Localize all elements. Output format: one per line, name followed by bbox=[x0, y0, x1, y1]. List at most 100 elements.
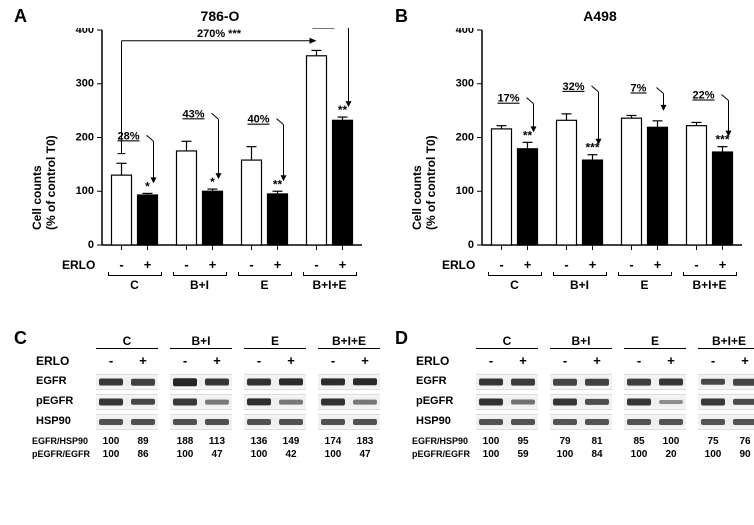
blot-band bbox=[279, 419, 303, 425]
blot-band-bg bbox=[476, 414, 538, 430]
blot-row-label: HSP90 bbox=[416, 415, 451, 427]
chart-b: 0100200300400********17%32%7%22% bbox=[440, 28, 750, 253]
erlo-minus: - bbox=[625, 257, 639, 272]
quant-row-label: EGFR/HSP90 bbox=[412, 436, 468, 446]
blot-band bbox=[247, 378, 271, 385]
quant-value: 100 bbox=[170, 449, 200, 460]
blot-band bbox=[627, 399, 651, 406]
quant-value: 47 bbox=[350, 449, 380, 460]
svg-text:32%: 32% bbox=[562, 81, 584, 93]
svg-text:300: 300 bbox=[456, 78, 474, 90]
erlo-plus: + bbox=[210, 353, 224, 368]
blot-band bbox=[99, 379, 123, 386]
blot-band-bg bbox=[550, 394, 612, 410]
blot-band-bg bbox=[550, 374, 612, 390]
group-label: C bbox=[108, 278, 161, 292]
blot-band bbox=[659, 419, 683, 425]
blot-band-bg bbox=[318, 414, 380, 430]
quant-value: 183 bbox=[350, 436, 380, 447]
svg-text:7%: 7% bbox=[631, 82, 647, 94]
blot-band bbox=[511, 379, 535, 386]
blot-band bbox=[701, 419, 725, 425]
erlo-plus: + bbox=[206, 257, 220, 272]
erlo-plus: + bbox=[586, 257, 600, 272]
panel-label-d: D bbox=[395, 328, 408, 349]
blot-band bbox=[585, 379, 609, 386]
erlo-plus: + bbox=[651, 257, 665, 272]
quant-value: 75 bbox=[698, 436, 728, 447]
blot-band bbox=[479, 379, 503, 386]
quant-value: 90 bbox=[730, 449, 754, 460]
erlo-minus: - bbox=[558, 353, 572, 368]
svg-text:100: 100 bbox=[76, 185, 94, 197]
chart-a: 0100200300400******28%43%40%34%270% *** bbox=[60, 28, 370, 253]
erlo-plus: + bbox=[738, 353, 752, 368]
erlo-plus: + bbox=[590, 353, 604, 368]
panel-label-b: B bbox=[395, 6, 408, 27]
blot-band-bg bbox=[244, 414, 306, 430]
quant-value: 76 bbox=[730, 436, 754, 447]
blot-band bbox=[553, 399, 577, 406]
blot-erlo-label: ERLO bbox=[36, 354, 69, 368]
svg-text:400: 400 bbox=[76, 28, 94, 36]
svg-text:**: ** bbox=[523, 128, 533, 142]
erlo-plus: + bbox=[358, 353, 372, 368]
blot-band-bg bbox=[624, 394, 686, 410]
blot-group-header: E bbox=[624, 334, 686, 348]
blot-band bbox=[585, 419, 609, 425]
group-underline bbox=[238, 275, 291, 276]
erlo-minus: - bbox=[706, 353, 720, 368]
erlo-minus: - bbox=[178, 353, 192, 368]
group-label: C bbox=[488, 278, 541, 292]
quant-value: 42 bbox=[276, 449, 306, 460]
blot-band bbox=[511, 400, 535, 405]
erlo-minus: - bbox=[560, 257, 574, 272]
blot-band-bg bbox=[624, 414, 686, 430]
blot-band bbox=[131, 379, 155, 386]
blot-band bbox=[553, 379, 577, 386]
erlo-minus: - bbox=[245, 257, 259, 272]
quant-value: 84 bbox=[582, 449, 612, 460]
svg-text:100: 100 bbox=[456, 185, 474, 197]
svg-text:43%: 43% bbox=[182, 108, 204, 120]
blot-group-header: E bbox=[244, 334, 306, 348]
svg-text:**: ** bbox=[338, 103, 348, 117]
blot-band bbox=[353, 419, 377, 425]
quant-value: 100 bbox=[624, 449, 654, 460]
blot-band bbox=[205, 400, 229, 405]
blot-band bbox=[479, 419, 503, 425]
blot-band-bg bbox=[624, 374, 686, 390]
blot-band bbox=[173, 378, 197, 386]
blot-band-bg bbox=[96, 374, 158, 390]
erlo-plus: + bbox=[136, 353, 150, 368]
blot-row-label: EGFR bbox=[416, 375, 447, 387]
group-header-underline bbox=[624, 348, 686, 349]
svg-text:28%: 28% bbox=[117, 130, 139, 142]
blot-band-bg bbox=[318, 394, 380, 410]
blot-band bbox=[479, 398, 503, 405]
blot-band bbox=[279, 400, 303, 405]
blot-band-bg bbox=[698, 374, 754, 390]
svg-text:*: * bbox=[145, 179, 150, 193]
blot-row-label: pEGFR bbox=[416, 395, 453, 407]
quant-value: 149 bbox=[276, 436, 306, 447]
blot-band-bg bbox=[170, 414, 232, 430]
blot-band bbox=[553, 419, 577, 425]
quant-value: 100 bbox=[96, 436, 126, 447]
blot-band-bg bbox=[318, 374, 380, 390]
blot-band bbox=[205, 379, 229, 386]
blot-band bbox=[321, 419, 345, 425]
erlo-plus: + bbox=[284, 353, 298, 368]
blot-band-bg bbox=[698, 414, 754, 430]
erlo-minus: - bbox=[104, 353, 118, 368]
quant-value: 100 bbox=[550, 449, 580, 460]
blot-band bbox=[321, 398, 345, 405]
quant-row-label: pEGFR/EGFR bbox=[32, 449, 90, 459]
svg-text:**: ** bbox=[273, 177, 283, 191]
blot-band-bg bbox=[550, 414, 612, 430]
blot-band bbox=[173, 419, 197, 425]
svg-text:40%: 40% bbox=[247, 114, 269, 126]
group-header-underline bbox=[244, 348, 306, 349]
chart-title-a: 786-O bbox=[160, 8, 280, 24]
svg-text:270% ***: 270% *** bbox=[197, 28, 242, 40]
